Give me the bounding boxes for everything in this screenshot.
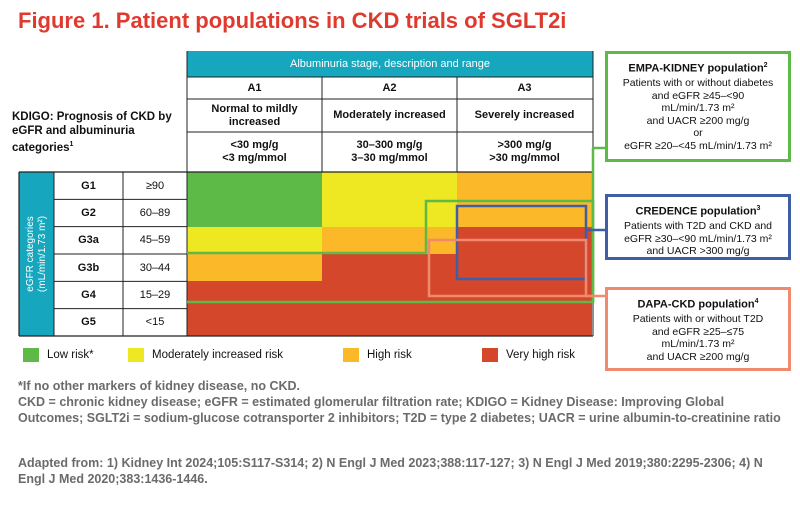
risk-cell-moderate xyxy=(322,199,457,228)
legend-label: High risk xyxy=(367,349,412,361)
egfr-stage-range: 30–44 xyxy=(139,261,171,274)
empa-line: Patients with or without diabetes xyxy=(622,77,774,90)
footnote-asterisk: *If no other markers of kidney disease, … xyxy=(18,379,301,393)
kdigo-label: KDIGO: Prognosis of CKD by eGFR and albu… xyxy=(12,110,182,155)
legend-swatch xyxy=(343,348,359,362)
kdigo-label-text: KDIGO: Prognosis of CKD by eGFR and albu… xyxy=(12,111,172,154)
legend-label: Very high risk xyxy=(506,349,576,361)
risk-cell-moderate xyxy=(322,172,457,200)
legend-item-high: High risk xyxy=(343,348,412,362)
column-code: A3 xyxy=(517,81,532,94)
egfr-stage-code: G1 xyxy=(81,179,96,192)
empa-line: and eGFR ≥45–<90 xyxy=(651,89,745,102)
egfr-stage-range: 60–89 xyxy=(139,206,171,219)
column-range-line: <30 mg/g xyxy=(230,139,279,151)
credence-line: eGFR ≥30–<90 mL/min/1.73 m² xyxy=(624,232,772,245)
risk-cell-very-high xyxy=(457,308,592,337)
column-range-line: 30–300 mg/g xyxy=(356,139,423,151)
credence-ref: 3 xyxy=(756,205,761,212)
egfr-stage-range: 45–59 xyxy=(139,234,171,247)
legend-item-very-high: Very high risk xyxy=(482,348,575,362)
risk-cell-high xyxy=(322,226,457,255)
dapa-line: and UACR ≥200 mg/g xyxy=(646,350,750,363)
risk-cell-high xyxy=(457,199,592,228)
column-description: Normal to mildly increased xyxy=(211,102,298,128)
column-range-line: 3–30 mg/mmol xyxy=(351,152,428,164)
risk-cell-very-high xyxy=(457,226,592,255)
risk-cell-high xyxy=(187,253,322,282)
risk-cell-very-high xyxy=(457,253,592,282)
albuminuria-header: Albuminuria stage, description and range xyxy=(187,51,593,77)
risk-cell-very-high xyxy=(457,281,592,310)
column-range-line: <3 mg/mmol xyxy=(222,152,287,164)
column-range-line: >30 mg/mmol xyxy=(489,152,560,164)
column-headers xyxy=(187,77,593,172)
column-range: <30 mg/g <3 mg/mmol xyxy=(187,132,322,172)
egfr-label-line1: eGFR categories xyxy=(24,216,36,292)
risk-legend: Low risk* Moderately increased risk High… xyxy=(23,348,603,366)
risk-cell-very-high xyxy=(187,281,322,310)
column-code: A2 xyxy=(382,81,397,94)
egfr-stage-code: G3a xyxy=(78,234,99,247)
risk-cell-very-high xyxy=(322,281,457,310)
footnote-abbreviations: CKD = chronic kidney disease; eGFR = est… xyxy=(18,395,781,425)
empa-line: and UACR ≥200 mg/g xyxy=(646,114,750,127)
risk-cell-low xyxy=(187,172,322,200)
egfr-categories-label: eGFR categories (mL/min/1.73 m²) xyxy=(25,216,49,292)
egfr-stage-code: G5 xyxy=(81,316,96,329)
dapa-line: Patients with or without T2D xyxy=(632,313,764,326)
egfr-stage-code: G2 xyxy=(81,206,96,219)
egfr-stage-code: G4 xyxy=(81,288,96,301)
empa-kidney-box: EMPA-KIDNEY population2 Patients with or… xyxy=(605,51,791,162)
egfr-stage-range: <15 xyxy=(145,316,165,329)
credence-line: Patients with T2D and CKD and xyxy=(623,220,773,233)
column-description: Moderately increased xyxy=(333,109,446,121)
credence-line: and UACR >300 mg/g xyxy=(646,245,750,258)
column-range: >300 mg/g >30 mg/mmol xyxy=(457,132,592,172)
legend-item-low: Low risk* xyxy=(23,348,94,362)
legend-label: Moderately increased risk xyxy=(152,349,284,361)
kdigo-ref: 1 xyxy=(69,141,74,148)
legend-label: Low risk* xyxy=(47,349,94,361)
egfr-stage-code: G3b xyxy=(77,261,100,274)
egfr-categories-bar: eGFR categories (mL/min/1.73 m²) xyxy=(19,172,54,336)
dapa-line: mL/min/1.73 m² xyxy=(661,338,735,351)
empa-ref: 2 xyxy=(763,62,768,69)
egfr-stage-range: 15–29 xyxy=(139,288,171,301)
risk-cell-very-high xyxy=(322,253,457,282)
legend-item-moderate: Moderately increased risk xyxy=(128,348,283,362)
empa-line: mL/min/1.73 m² xyxy=(661,102,735,115)
empa-line: eGFR ≥20–<45 mL/min/1.73 m² xyxy=(624,139,772,152)
risk-cell-very-high xyxy=(187,308,322,337)
risk-cell-moderate xyxy=(187,226,322,255)
credence-box: CREDENCE population3 Patients with T2D a… xyxy=(605,194,791,260)
risk-cell-high xyxy=(457,172,592,200)
empa-title: EMPA-KIDNEY population xyxy=(628,62,764,75)
egfr-stage-range: ≥90 xyxy=(145,179,165,192)
column-range: 30–300 mg/g 3–30 mg/mmol xyxy=(322,132,457,172)
column-description: Severely increased xyxy=(474,109,575,121)
empa-line: or xyxy=(693,127,703,140)
dapa-title: DAPA-CKD population xyxy=(637,298,755,311)
dapa-line: and eGFR ≥25–≤75 xyxy=(651,325,745,338)
risk-cell-very-high xyxy=(322,308,457,337)
dapa-ref: 4 xyxy=(754,298,759,305)
column-code: A1 xyxy=(247,81,262,94)
credence-title: CREDENCE population xyxy=(635,205,757,218)
footnote-references: Adapted from: 1) Kidney Int 2024;105:S11… xyxy=(18,456,763,486)
dapa-ckd-box: DAPA-CKD population4 Patients with or wi… xyxy=(605,287,791,371)
column-range-line: >300 mg/g xyxy=(497,139,552,151)
legend-swatch xyxy=(128,348,144,362)
risk-cell-low xyxy=(187,199,322,228)
legend-swatch xyxy=(23,348,39,362)
egfr-label-line2: (mL/min/1.73 m²) xyxy=(36,215,48,293)
legend-swatch xyxy=(482,348,498,362)
figure-title: Figure 1. Patient populations in CKD tri… xyxy=(18,8,567,33)
